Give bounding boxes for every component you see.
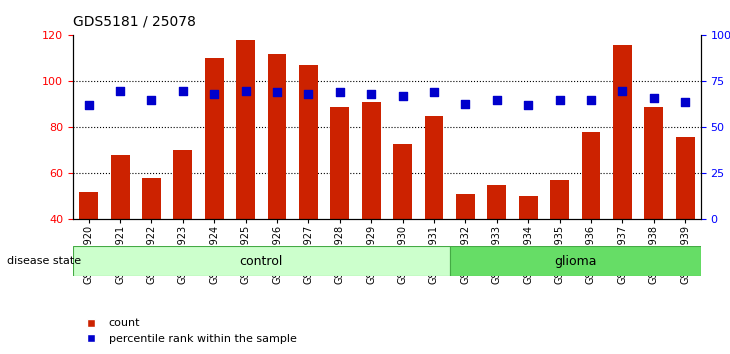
Point bbox=[554, 97, 566, 103]
Bar bbox=[613, 45, 631, 312]
Bar bbox=[456, 194, 474, 312]
Point bbox=[616, 88, 628, 93]
Legend: count, percentile rank within the sample: count, percentile rank within the sample bbox=[79, 314, 301, 348]
Bar bbox=[393, 143, 412, 312]
Bar bbox=[174, 150, 192, 312]
Bar bbox=[425, 116, 443, 312]
Bar bbox=[331, 107, 349, 312]
Bar bbox=[205, 58, 223, 312]
Text: control: control bbox=[239, 255, 283, 268]
Bar bbox=[237, 40, 255, 312]
Point bbox=[82, 103, 95, 108]
Text: glioma: glioma bbox=[554, 255, 596, 268]
Bar bbox=[299, 65, 318, 312]
Bar bbox=[550, 181, 569, 312]
Point bbox=[271, 90, 283, 95]
Bar bbox=[582, 132, 600, 312]
Text: disease state: disease state bbox=[7, 256, 82, 266]
Point bbox=[397, 93, 409, 99]
Point bbox=[209, 91, 220, 97]
Point bbox=[114, 88, 126, 93]
Point bbox=[491, 97, 502, 103]
Point bbox=[303, 91, 315, 97]
Point bbox=[460, 101, 472, 106]
Bar bbox=[519, 196, 537, 312]
Bar bbox=[488, 185, 506, 312]
Bar bbox=[268, 54, 286, 312]
FancyBboxPatch shape bbox=[450, 246, 701, 276]
Point bbox=[177, 88, 188, 93]
Bar bbox=[645, 107, 663, 312]
Point bbox=[334, 90, 346, 95]
Bar bbox=[111, 155, 129, 312]
Bar bbox=[142, 178, 161, 312]
Bar bbox=[676, 137, 694, 312]
Bar bbox=[80, 192, 98, 312]
Point bbox=[239, 88, 251, 93]
Point bbox=[145, 97, 158, 103]
Point bbox=[522, 103, 534, 108]
Bar bbox=[362, 102, 380, 312]
Point bbox=[428, 90, 439, 95]
Point bbox=[679, 99, 691, 104]
Point bbox=[585, 97, 596, 103]
Point bbox=[648, 95, 659, 101]
Text: GDS5181 / 25078: GDS5181 / 25078 bbox=[73, 14, 196, 28]
Point bbox=[365, 91, 377, 97]
FancyBboxPatch shape bbox=[73, 246, 450, 276]
